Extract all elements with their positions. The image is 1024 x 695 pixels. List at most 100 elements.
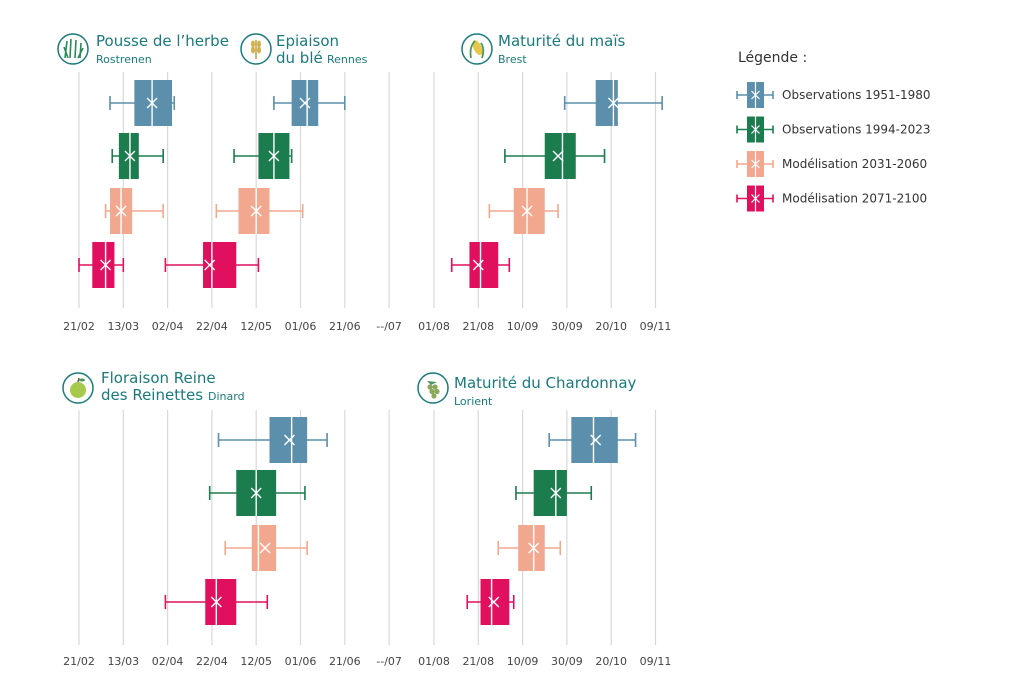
mean-marker [115,205,127,217]
tick-label: 22/04 [196,320,228,333]
mean-marker [521,205,533,217]
box [269,417,308,463]
tick-label: 21/02 [63,655,95,668]
tick-label: 09/11 [640,655,672,668]
box [92,242,115,288]
box [571,417,618,463]
panel-title-chardonnay: Maturité du Chardonnay [454,374,637,392]
panel-subtitle-rennes: Rennes [327,53,368,66]
panel-subtitle-brest: Brest [498,53,527,66]
panel-title-mais: Maturité du maïs [498,32,626,50]
panel-title-reinette-line1: Floraison Reine [101,369,216,387]
legend-label: Modélisation 2031-2060 [782,157,927,171]
legend-label: Modélisation 2071-2100 [782,192,927,206]
box-plot [504,133,606,179]
mean-marker [124,150,136,162]
mean-marker [204,259,216,271]
mean-marker [250,487,262,499]
mean-marker [268,150,280,162]
mean-marker [552,150,564,162]
box [205,579,237,625]
box [513,188,545,234]
tick-label: 30/09 [551,320,583,333]
tick-label: 01/06 [285,655,317,668]
box-plot [215,188,304,234]
apple-icon [62,372,94,404]
legend-item: Modélisation 2031-2060 [736,151,927,177]
box-plot [78,242,125,288]
box [134,80,173,126]
box-plot [450,242,511,288]
box-plot [273,80,346,126]
box [203,242,237,288]
legend-label: Observations 1951-1980 [782,88,931,102]
corn-icon [461,33,493,65]
tick-label: 20/10 [595,320,627,333]
mean-marker [550,487,562,499]
panel-subtitle-rostrenen: Rostrenen [96,53,152,66]
mean-marker [528,542,540,554]
panel-title-herbe: Pousse de l’herbe [96,32,229,50]
legend-mean [751,194,760,203]
mean-marker [100,259,112,271]
panel-title-reinette-line2: des Reinettes [101,386,203,404]
box-plot [164,242,260,288]
mean-marker [250,205,262,217]
tick-label: 01/06 [285,320,317,333]
grape-icon [417,372,449,404]
box-plot [164,579,269,625]
box-plot [217,417,328,463]
legend-item: Observations 1994-2023 [736,116,931,143]
wheat-icon [240,33,272,65]
legend-item: Modélisation 2071-2100 [736,185,927,212]
box [518,525,545,571]
box [544,133,576,179]
mean-marker [590,434,602,446]
tick-label: 13/03 [107,320,139,333]
mean-marker [146,97,158,109]
mean-marker [488,596,500,608]
mean-marker [283,434,295,446]
box [238,188,270,234]
tick-label: 10/09 [507,320,539,333]
panel-subtitle-dinard: Dinard [208,390,245,403]
tick-label: 21/08 [462,655,494,668]
tick-label: 02/04 [152,655,184,668]
legend-label: Observations 1994-2023 [782,123,931,137]
box-plot [497,525,562,571]
tick-label: 20/10 [595,655,627,668]
box-plot [563,80,663,126]
box-plot [466,579,515,625]
panel-title-ble-line2: du blé [276,49,323,67]
box [251,525,277,571]
tick-label: 21/08 [462,320,494,333]
box-plot [208,470,306,516]
legend-mean [751,159,760,169]
legend-mean [751,90,760,100]
box-plot [548,417,637,463]
box-plot [109,80,176,126]
box [480,579,510,625]
legend-title: Légende : [738,50,807,66]
tick-label: 21/06 [329,655,361,668]
box-plot [224,525,308,571]
box [469,242,499,288]
box-plot [515,470,593,516]
panel-subtitle-lorient: Lorient [454,395,493,408]
tick-label: 02/04 [152,320,184,333]
panel-title-ble-line1: Epiaison [276,32,339,50]
legend-mean [751,125,760,134]
tick-label: 10/09 [507,655,539,668]
box-plot [111,133,164,179]
mean-marker [472,259,484,271]
tick-label: 09/11 [640,320,672,333]
tick-label: 12/05 [240,655,272,668]
tick-label: 12/05 [240,320,272,333]
tick-label: 21/02 [63,320,95,333]
grass-icon [57,33,89,65]
tick-label: 01/08 [418,320,450,333]
tick-label: 21/06 [329,320,361,333]
box-plot [488,188,559,234]
tick-label: 01/08 [418,655,450,668]
